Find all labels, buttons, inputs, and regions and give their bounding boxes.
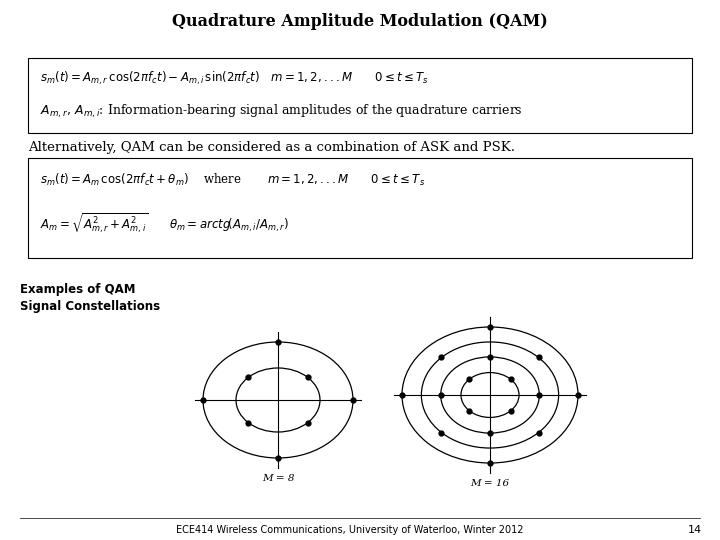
Text: 14: 14 xyxy=(688,525,702,535)
Text: M = 16: M = 16 xyxy=(470,479,510,488)
Bar xyxy=(28,58,692,133)
Bar xyxy=(28,158,692,258)
Text: $A_{m,r},\, A_{m,i}$: Information-bearing signal amplitudes of the quadrature ca: $A_{m,r},\, A_{m,i}$: Information-bearin… xyxy=(40,103,523,119)
Text: $s_m(t) = A_{m,r}\,\cos(2\pi f_c t) - A_{m,i}\,\sin(2\pi f_c t)$$\quad m = 1,2,.: $s_m(t) = A_{m,r}\,\cos(2\pi f_c t) - A_… xyxy=(40,69,428,87)
Text: M = 8: M = 8 xyxy=(262,474,294,483)
Text: Alternatively, QAM can be considered as a combination of ASK and PSK.: Alternatively, QAM can be considered as … xyxy=(28,141,515,154)
Text: ECE414 Wireless Communications, University of Waterloo, Winter 2012: ECE414 Wireless Communications, Universi… xyxy=(176,525,523,535)
Text: Quadrature Amplitude Modulation (QAM): Quadrature Amplitude Modulation (QAM) xyxy=(172,14,548,30)
Text: Examples of QAM: Examples of QAM xyxy=(20,283,135,296)
Text: Signal Constellations: Signal Constellations xyxy=(20,300,160,313)
Text: $s_m(t) = A_m\,\cos(2\pi f_c t + \theta_m)$$\quad$ where $\qquad m = 1,2,...M \q: $s_m(t) = A_m\,\cos(2\pi f_c t + \theta_… xyxy=(40,172,426,188)
Text: $A_m = \sqrt{A_{m,r}^2 + A_{m,i}^2}$$\qquad \theta_m = arctg\!\left(A_{m,i}/A_{m: $A_m = \sqrt{A_{m,r}^2 + A_{m,i}^2}$$\qq… xyxy=(40,211,289,235)
